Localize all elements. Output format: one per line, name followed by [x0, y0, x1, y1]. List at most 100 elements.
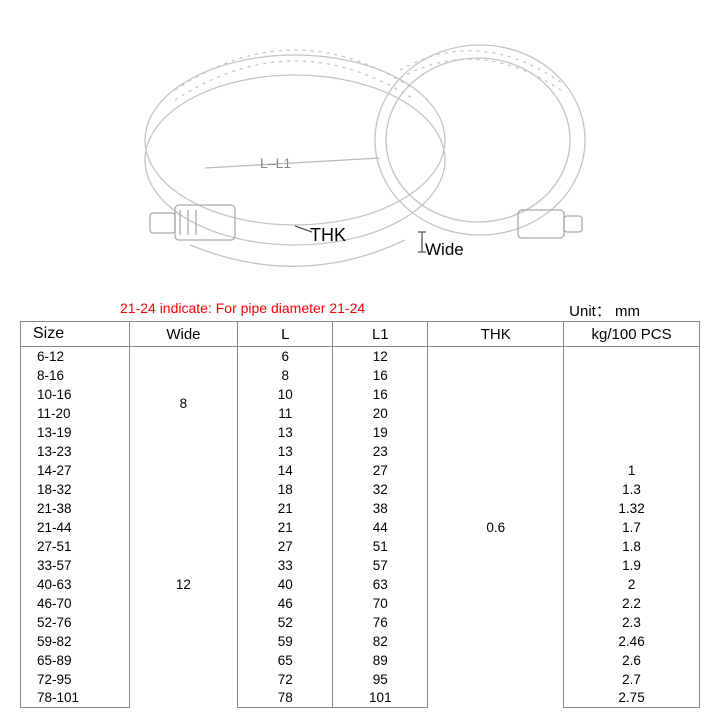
cell-l1: 32 — [333, 480, 428, 499]
col-header-size: Size — [21, 322, 130, 347]
cell-l1: 16 — [333, 385, 428, 404]
col-header-thk: THK — [428, 322, 564, 347]
spec-content: 21-24 indicate: For pipe diameter 21-24 … — [20, 300, 700, 708]
cell-kg: 1.8 — [564, 537, 700, 556]
cell-kg: 2.3 — [564, 613, 700, 632]
cell-size: 11-20 — [21, 404, 130, 423]
cell-l1: 44 — [333, 518, 428, 537]
table-row: 72-95 7295 2.7 — [21, 670, 700, 689]
cell-l1: 76 — [333, 613, 428, 632]
table-row: 65-89 6589 2.6 — [21, 651, 700, 670]
cell-l1: 23 — [333, 442, 428, 461]
cell-size: 27-51 — [21, 537, 130, 556]
cell-l: 72 — [238, 670, 333, 689]
cell-size: 14-27 — [21, 461, 130, 480]
cell-l1: 95 — [333, 670, 428, 689]
cell-l1: 19 — [333, 423, 428, 442]
cell-l: 46 — [238, 594, 333, 613]
table-row: 21-44 2144 1.7 — [21, 518, 700, 537]
col-header-l: L — [238, 322, 333, 347]
cell-l: 27 — [238, 537, 333, 556]
table-row: 27-51 2751 1.8 — [21, 537, 700, 556]
cell-l1: 38 — [333, 499, 428, 518]
col-header-kg: kg/100 PCS — [564, 322, 700, 347]
cell-kg: 1.7 — [564, 518, 700, 537]
cell-l: 11 — [238, 404, 333, 423]
cell-kg: 1.3 — [564, 480, 700, 499]
cell-l1: 12 — [333, 347, 428, 366]
cell-l1: 101 — [333, 689, 428, 708]
clamp-sketch — [120, 10, 620, 290]
table-row: 13-231323 — [21, 442, 700, 461]
cell-kg — [564, 366, 700, 385]
cell-l: 78 — [238, 689, 333, 708]
cell-kg: 2.75 — [564, 689, 700, 708]
cell-size: 59-82 — [21, 632, 130, 651]
table-row: 52-7652762.3 — [21, 613, 700, 632]
cell-l1: 16 — [333, 366, 428, 385]
cell-l: 65 — [238, 651, 333, 670]
cell-size: 40-63 — [21, 575, 130, 594]
cell-l: 8 — [238, 366, 333, 385]
cell-l1: 57 — [333, 556, 428, 575]
cell-kg — [564, 423, 700, 442]
table-row: 14-271214271 — [21, 461, 700, 480]
cell-thk: 0.6 — [428, 347, 564, 708]
table-row: 13-19 1319 — [21, 423, 700, 442]
table-row: 21-38 2138 1.32 — [21, 499, 700, 518]
cell-kg — [564, 404, 700, 423]
cell-l1: 63 — [333, 575, 428, 594]
table-header-row: Size Wide L L1 THK kg/100 PCS — [21, 322, 700, 347]
cell-l: 18 — [238, 480, 333, 499]
dimension-label-wide: Wide — [425, 240, 464, 260]
cell-size: 8-16 — [21, 366, 130, 385]
cell-size: 18-32 — [21, 480, 130, 499]
table-row: 6-1286120.6 — [21, 347, 700, 366]
table-row: 40-6340632 — [21, 575, 700, 594]
cell-kg: 2 — [564, 575, 700, 594]
cell-kg: 2.6 — [564, 651, 700, 670]
cell-l: 59 — [238, 632, 333, 651]
cell-l1: 70 — [333, 594, 428, 613]
cell-kg: 2.7 — [564, 670, 700, 689]
cell-kg — [564, 347, 700, 366]
cell-size: 21-38 — [21, 499, 130, 518]
spec-table: Size Wide L L1 THK kg/100 PCS 6-1286120.… — [20, 321, 700, 708]
cell-size: 21-44 — [21, 518, 130, 537]
note-text: 21-24 indicate: For pipe diameter 21-24 — [20, 300, 365, 316]
cell-kg: 1 — [564, 461, 700, 480]
table-row: 18-32 1832 1.3 — [21, 480, 700, 499]
cell-kg: 1.32 — [564, 499, 700, 518]
dimension-label-ll1: L–L1 — [260, 155, 291, 171]
dimension-label-thk: THK — [310, 225, 346, 246]
table-row: 78-101781012.75 — [21, 689, 700, 708]
col-header-wide: Wide — [129, 322, 238, 347]
cell-wide: 12 — [129, 461, 238, 708]
unit-text: Unit： mm — [569, 300, 700, 321]
cell-l: 14 — [238, 461, 333, 480]
cell-kg — [564, 385, 700, 404]
cell-l1: 89 — [333, 651, 428, 670]
table-row: 11-201120 — [21, 404, 700, 423]
cell-size: 10-16 — [21, 385, 130, 404]
cell-size: 33-57 — [21, 556, 130, 575]
cell-size: 72-95 — [21, 670, 130, 689]
cell-l1: 51 — [333, 537, 428, 556]
cell-l: 21 — [238, 518, 333, 537]
cell-size: 52-76 — [21, 613, 130, 632]
cell-l: 10 — [238, 385, 333, 404]
cell-l: 13 — [238, 442, 333, 461]
table-row: 33-57 3357 1.9 — [21, 556, 700, 575]
cell-l: 33 — [238, 556, 333, 575]
col-header-l1: L1 — [333, 322, 428, 347]
cell-size: 46-70 — [21, 594, 130, 613]
cell-l1: 27 — [333, 461, 428, 480]
cell-size: 13-19 — [21, 423, 130, 442]
cell-kg: 1.9 — [564, 556, 700, 575]
cell-size: 65-89 — [21, 651, 130, 670]
cell-l: 21 — [238, 499, 333, 518]
cell-l: 13 — [238, 423, 333, 442]
cell-kg — [564, 442, 700, 461]
cell-wide: 8 — [129, 347, 238, 461]
cell-kg: 2.2 — [564, 594, 700, 613]
